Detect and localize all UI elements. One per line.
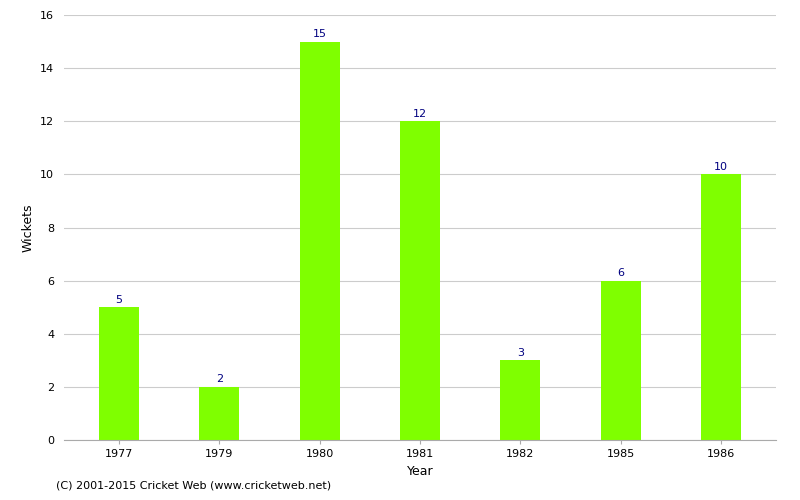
Bar <box>500 360 540 440</box>
Bar <box>701 174 741 440</box>
Bar <box>400 121 440 440</box>
Text: 12: 12 <box>413 108 427 118</box>
Bar <box>601 280 641 440</box>
Text: 2: 2 <box>216 374 223 384</box>
Text: 6: 6 <box>617 268 624 278</box>
Text: (C) 2001-2015 Cricket Web (www.cricketweb.net): (C) 2001-2015 Cricket Web (www.cricketwe… <box>56 480 331 490</box>
Text: 5: 5 <box>116 294 122 304</box>
Text: 3: 3 <box>517 348 524 358</box>
Bar <box>99 307 139 440</box>
Bar <box>300 42 340 440</box>
Y-axis label: Wickets: Wickets <box>22 203 34 252</box>
Text: 15: 15 <box>313 29 326 39</box>
Text: 10: 10 <box>714 162 728 172</box>
Bar <box>199 387 239 440</box>
X-axis label: Year: Year <box>406 464 434 477</box>
